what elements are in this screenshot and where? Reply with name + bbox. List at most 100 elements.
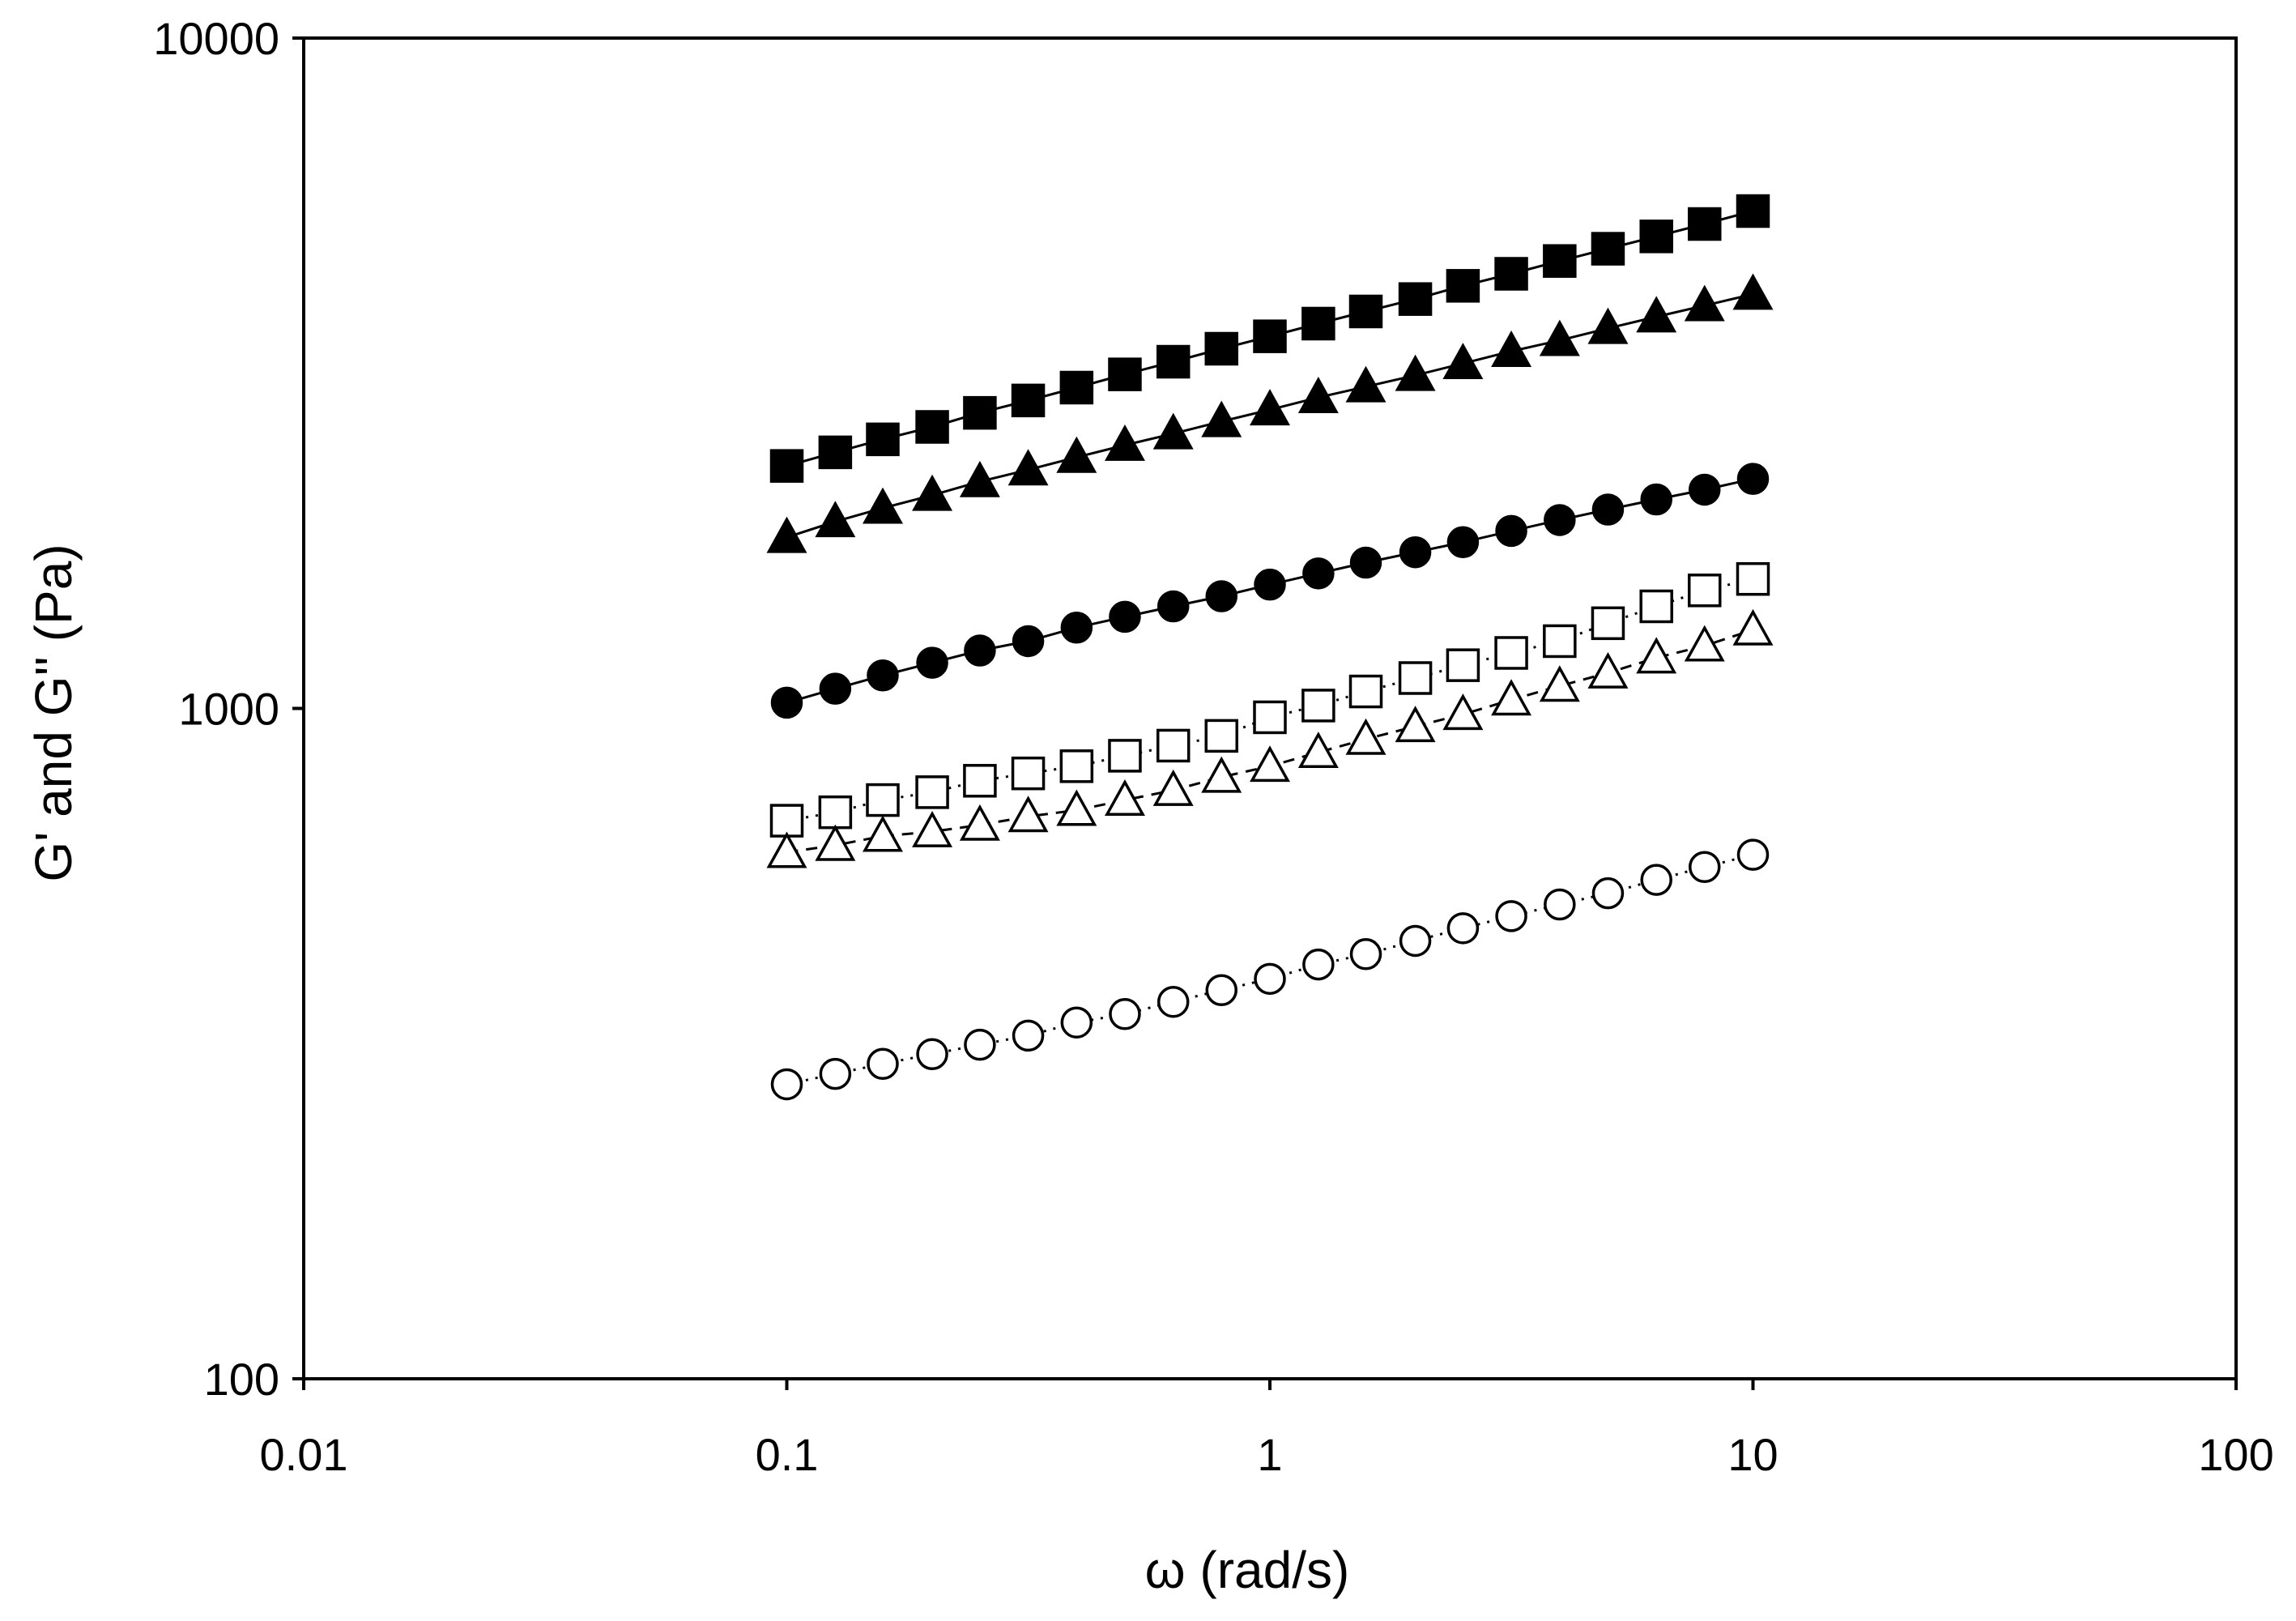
series-4-point [1543, 624, 1577, 659]
series-5-point [1152, 769, 1194, 806]
y-tick-label: 1000 [178, 684, 279, 735]
series-6-point [1446, 912, 1480, 945]
series-5-point [766, 831, 807, 868]
series-2-point [912, 474, 953, 511]
series-2-point [863, 487, 903, 524]
series-6-point [1495, 900, 1527, 932]
series-1-point [1156, 344, 1191, 379]
series-5-point [1201, 756, 1242, 793]
series-4-point [1011, 756, 1046, 791]
series-1-point [915, 410, 949, 444]
series-3-point [1254, 568, 1286, 601]
series-2-point [1250, 389, 1290, 426]
series-4-point [1736, 561, 1770, 596]
series-1-point [1494, 257, 1528, 291]
series-6-point [1349, 938, 1382, 970]
series-5-point [1636, 637, 1677, 674]
series-5-point [1395, 706, 1436, 743]
series-2-point [1587, 307, 1629, 344]
series-6-point [1591, 877, 1625, 910]
series-4-point [1348, 674, 1383, 709]
series-6-point [964, 1028, 996, 1061]
series-4-point [818, 795, 853, 830]
series-4-point [769, 804, 804, 838]
series-1-point [1301, 306, 1335, 341]
series-1-point [1446, 269, 1480, 303]
series-1-point [1108, 357, 1142, 391]
series-6-point [819, 1057, 852, 1090]
series-markers [766, 194, 1774, 1101]
y-tick-label: 100 [204, 1354, 279, 1405]
series-3-point [1446, 526, 1480, 559]
series-2-point [1539, 319, 1580, 356]
series-6-point [770, 1068, 803, 1101]
series-5-point [1442, 693, 1484, 731]
series-3-point [1157, 590, 1190, 623]
series-1-point [1543, 244, 1577, 278]
series-6-point [1205, 974, 1237, 1006]
series-3-point [1349, 546, 1382, 579]
series-2-point [1345, 365, 1387, 403]
series-3-point [1012, 625, 1045, 658]
series-4-point [1253, 700, 1287, 735]
series-3-point [916, 646, 948, 679]
series-5-point [1007, 796, 1049, 833]
series-6-point [916, 1038, 948, 1070]
series-6-line [786, 853, 1753, 1086]
series-6-point [1399, 924, 1432, 958]
series-4-point [1059, 749, 1094, 783]
series-1-point [1348, 294, 1383, 329]
series-2-point [959, 460, 1000, 497]
x-tick-label: 0.1 [756, 1429, 819, 1480]
series-4-point [1446, 648, 1480, 682]
series-3-point [1591, 493, 1625, 526]
series-1-point [818, 435, 853, 470]
x-tick-label: 100 [2198, 1429, 2273, 1480]
series-3-point [1688, 473, 1721, 506]
series-1-point [769, 449, 804, 483]
series-1-point [1204, 331, 1238, 366]
series-5-point [1539, 665, 1580, 702]
series-3-point [867, 659, 899, 692]
series-5-point [1056, 789, 1097, 826]
series-5-point [1345, 718, 1387, 755]
series-4-point [915, 775, 949, 809]
x-tick-label: 1 [1257, 1429, 1282, 1480]
series-2-point [1442, 343, 1484, 380]
series-3-point [1205, 580, 1237, 612]
series-6-point [1736, 838, 1770, 871]
series-6-point [1302, 948, 1335, 981]
series-6-point [1544, 888, 1576, 921]
series-5-point [815, 824, 856, 861]
series-5-point [912, 810, 953, 847]
series-2-point [1732, 273, 1774, 310]
series-4-point [963, 764, 997, 798]
series-2-point [766, 516, 807, 553]
series-5-point [1684, 625, 1725, 662]
series-5-point [1587, 651, 1629, 689]
series-2-point [1007, 449, 1049, 486]
series-5-point [959, 804, 1000, 841]
series-3-point [1109, 600, 1141, 633]
series-5-point [1732, 608, 1774, 646]
series-3-point [1060, 611, 1093, 644]
series-2-point [1152, 412, 1194, 450]
series-3-point [964, 634, 996, 667]
series-1-point [1639, 220, 1673, 254]
x-tick-label: 10 [1727, 1429, 1778, 1480]
series-2-point [1684, 284, 1725, 322]
series-5-point [1491, 679, 1532, 716]
series-1-point [1398, 282, 1433, 316]
series-3-point [819, 672, 852, 705]
series-4-point [1301, 689, 1335, 723]
series-4-point [1398, 661, 1433, 695]
series-4-point [1494, 636, 1528, 670]
series-2-point [1104, 424, 1145, 461]
series-3-point [770, 686, 803, 719]
series-4-point [1156, 728, 1191, 763]
series-1-point [1059, 370, 1094, 405]
series-1-point [1011, 383, 1046, 418]
series-3-point [1544, 504, 1576, 536]
series-3-point [1399, 535, 1432, 569]
